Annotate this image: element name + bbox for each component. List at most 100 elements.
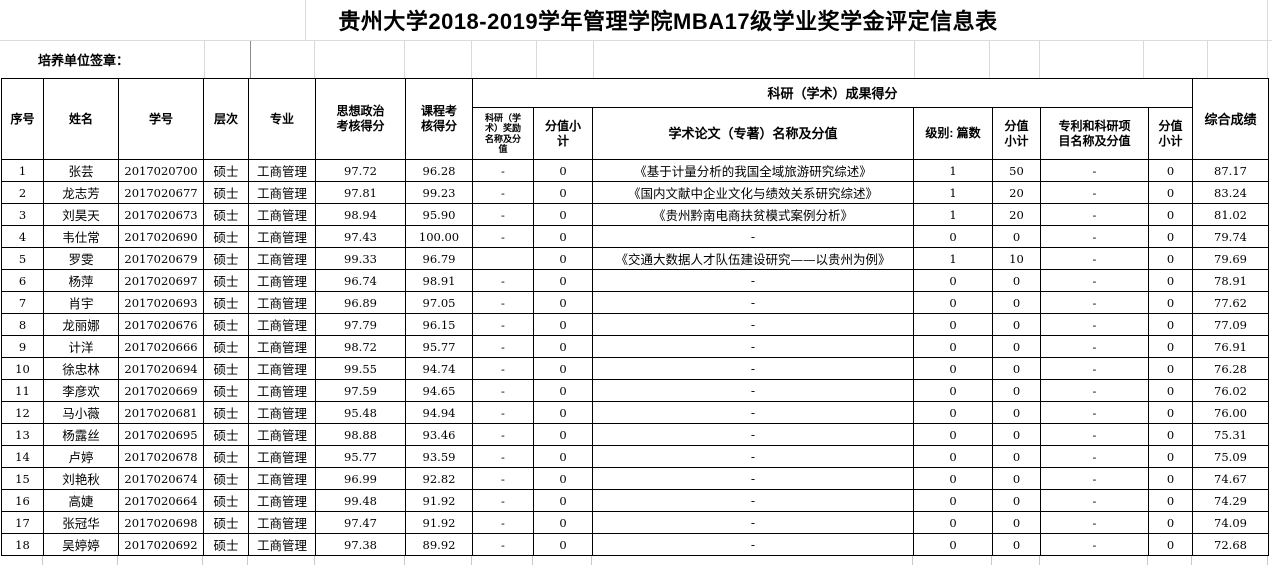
award-subtotal: 0 [533, 269, 593, 292]
paper-level-count: 0 [913, 445, 993, 468]
politics-score: 98.88 [315, 423, 406, 446]
politics-score: 97.38 [315, 533, 406, 556]
student-id: 2017020678 [118, 445, 204, 468]
table-row: 6 杨萍 2017020697 硕士 工商管理 96.74 98.91-0-0 0-0 78.9… [1, 269, 1270, 292]
patent-subtotal: 0 [1147, 423, 1194, 446]
table-row: 4 韦仕常 2017020690 硕士 工商管理 97.43 100.00-0-0 0-0 79… [1, 225, 1270, 248]
award-name: - [472, 423, 534, 446]
patent-name: - [1040, 159, 1149, 182]
level: 硕士 [203, 489, 249, 512]
award-name: - [472, 203, 534, 226]
patent-name: - [1040, 181, 1149, 204]
paper-title: - [592, 335, 914, 358]
total-score: 83.24 [1192, 181, 1270, 204]
student-id: 2017020677 [118, 181, 204, 204]
level: 硕士 [203, 445, 249, 468]
award-name: - [472, 335, 534, 358]
major: 工商管理 [248, 445, 316, 468]
student-id: 2017020673 [118, 203, 204, 226]
award-subtotal: 0 [533, 335, 593, 358]
student-name: 徐忠林 [43, 357, 119, 380]
gridline [42, 556, 43, 565]
level: 硕士 [203, 269, 249, 292]
gridline [532, 556, 533, 565]
award-name [472, 247, 534, 270]
course-score: 94.65 [405, 379, 473, 402]
title-row: 贵州大学2018-2019学年管理学院MBA17级学业奖学金评定信息表 [0, 0, 1272, 41]
patent-name: - [1040, 511, 1149, 534]
col-header-patent-name: 专利和科研项目名称及分值 [1040, 107, 1149, 160]
course-score: 93.46 [405, 423, 473, 446]
student-id: 2017020666 [118, 335, 204, 358]
course-score: 99.23 [405, 181, 473, 204]
level: 硕士 [203, 467, 249, 490]
student-name: 吴婷婷 [43, 533, 119, 556]
award-subtotal: 0 [533, 423, 593, 446]
patent-name: - [1040, 313, 1149, 336]
table-row: 1 张芸 2017020700 硕士 工商管理 97.72 96.28-0 《基于计量分析的我… [1, 159, 1270, 182]
course-score: 92.82 [405, 467, 473, 490]
patent-subtotal: 0 [1147, 291, 1194, 314]
col-header-paper-level-count-label: 级别: 篇数 [925, 126, 981, 141]
patent-name: - [1040, 423, 1149, 446]
award-subtotal: 0 [533, 247, 593, 270]
col-header-paper-subtotal-label: 分值小计 [1004, 118, 1029, 148]
partial-next-row [0, 556, 1272, 565]
course-score: 94.94 [405, 401, 473, 424]
level: 硕士 [203, 379, 249, 402]
student-id: 2017020698 [118, 511, 204, 534]
col-header-level: 层次 [203, 78, 249, 160]
politics-score: 97.43 [315, 225, 406, 248]
col-header-award-subtotal-label: 分值小计 [544, 118, 581, 148]
course-score: 96.79 [405, 247, 473, 270]
table-header: 序号 姓名 学号 层次 专业 思想政治考核得分 课程考核得分 科研（学术）成果得… [1, 78, 1270, 160]
paper-level-count: 0 [913, 489, 993, 512]
table-row: 15 刘艳秋 2017020674 硕士 工商管理 96.99 92.82-0-0 0-0 74… [1, 467, 1270, 490]
major: 工商管理 [248, 159, 316, 182]
award-name: - [472, 489, 534, 512]
student-id: 2017020695 [118, 423, 204, 446]
award-subtotal: 0 [533, 511, 593, 534]
student-id: 2017020694 [118, 357, 204, 380]
signature-row: 培养单位签章： [0, 41, 1272, 78]
student-name: 肖宇 [43, 291, 119, 314]
major: 工商管理 [248, 313, 316, 336]
col-header-student-id: 学号 [118, 78, 204, 160]
major: 工商管理 [248, 181, 316, 204]
seq-cell: 12 [1, 401, 44, 424]
politics-score: 97.81 [315, 181, 406, 204]
student-name: 计洋 [43, 335, 119, 358]
level: 硕士 [203, 225, 249, 248]
course-score: 89.92 [405, 533, 473, 556]
student-id: 2017020676 [118, 313, 204, 336]
patent-name: - [1040, 247, 1149, 270]
student-id: 2017020681 [118, 401, 204, 424]
patent-subtotal: 0 [1147, 269, 1194, 292]
seq-cell: 10 [1, 357, 44, 380]
total-score: 79.74 [1192, 225, 1270, 248]
patent-subtotal: 0 [1147, 467, 1194, 490]
student-name: 龙志芳 [43, 181, 119, 204]
patent-subtotal: 0 [1147, 379, 1194, 402]
paper-subtotal: 0 [992, 379, 1041, 402]
award-name: - [472, 445, 534, 468]
student-name: 刘昊天 [43, 203, 119, 226]
level: 硕士 [203, 533, 249, 556]
patent-subtotal: 0 [1147, 401, 1194, 424]
major: 工商管理 [248, 357, 316, 380]
col-header-award-name-label: 科研（学术）奖励名称及分值 [484, 112, 521, 155]
student-id: 2017020690 [118, 225, 204, 248]
patent-subtotal: 0 [1147, 181, 1194, 204]
seq-cell: 17 [1, 511, 44, 534]
level: 硕士 [203, 181, 249, 204]
col-header-patent-subtotal-label: 分值小计 [1158, 118, 1183, 148]
gridline [593, 41, 594, 78]
award-name: - [472, 181, 534, 204]
table-row: 7 肖宇 2017020693 硕士 工商管理 96.89 97.05-0-0 0-0 77.6… [1, 291, 1270, 314]
total-score: 77.62 [1192, 291, 1270, 314]
award-name: - [472, 467, 534, 490]
col-header-patent-name-label: 专利和科研项目名称及分值 [1058, 118, 1131, 148]
student-id: 2017020693 [118, 291, 204, 314]
course-score: 96.15 [405, 313, 473, 336]
paper-level-count: 0 [913, 423, 993, 446]
